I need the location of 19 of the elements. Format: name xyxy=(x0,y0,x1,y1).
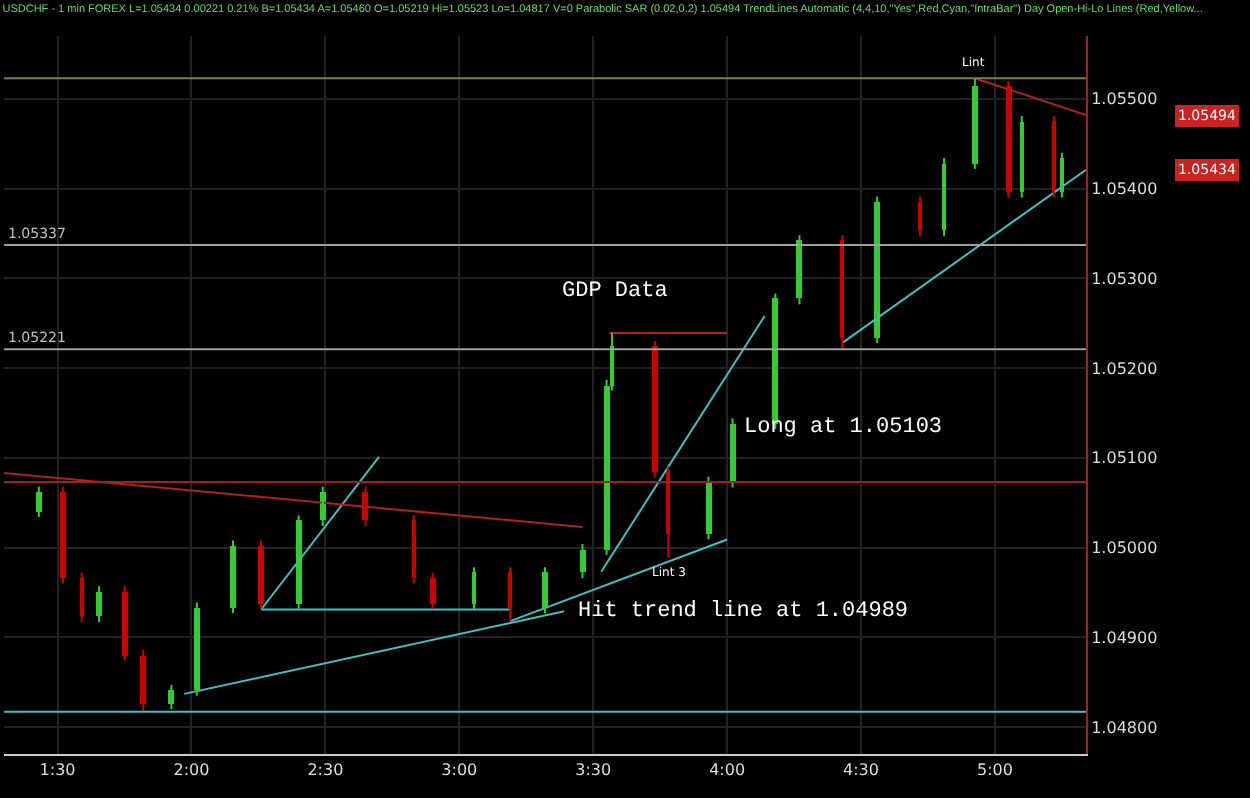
x-tick-label: 2:30 xyxy=(307,761,344,780)
y-tick-label: 1.05400 xyxy=(1091,180,1158,199)
x-tick-label: 1:30 xyxy=(39,761,76,780)
annotation: GDP Data xyxy=(562,280,669,304)
annotation: Hit trend line at 1.04989 xyxy=(578,600,909,624)
x-tick-label: 3:00 xyxy=(441,761,478,780)
y-tick-label: 1.04800 xyxy=(1091,718,1158,737)
x-tick-label: 5:00 xyxy=(976,761,1013,780)
x-tick-label: 3:30 xyxy=(575,761,612,780)
y-tick-label: 1.04900 xyxy=(1091,628,1158,647)
annotation: Long at 1.05103 xyxy=(744,416,943,440)
y-tick-label: 1.05200 xyxy=(1091,359,1158,378)
x-tick-label: 4:00 xyxy=(709,761,746,780)
x-tick-label: 4:30 xyxy=(843,761,879,780)
y-tick-label: 1.05300 xyxy=(1091,269,1158,288)
x-tick-label: 2:00 xyxy=(173,761,210,780)
y-tick-label: 1.05000 xyxy=(1091,539,1158,558)
y-tick-label: 1.05100 xyxy=(1091,449,1158,468)
y-tick-label: 1.05500 xyxy=(1091,90,1158,109)
